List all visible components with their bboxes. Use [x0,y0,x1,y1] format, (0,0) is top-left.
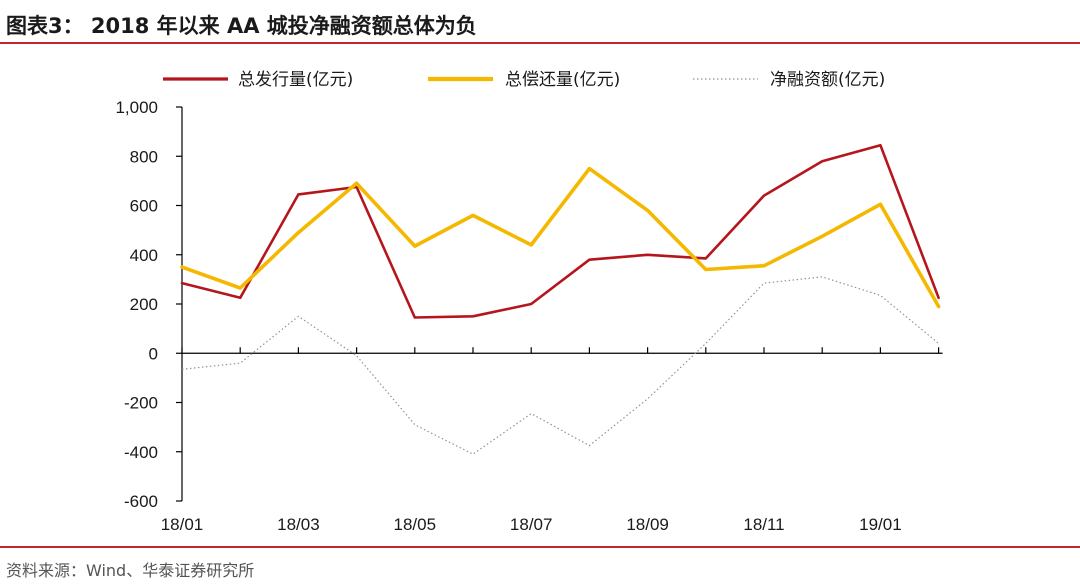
chart-series [182,145,939,454]
x-tick-label: 18/05 [394,515,437,534]
legend-item-net-financing: 净融资额(亿元) [693,70,885,90]
chart-legend: 总发行量(亿元) 总偿还量(亿元) 净融资额(亿元) [163,70,885,90]
legend-item-issuance: 总发行量(亿元) [163,70,353,90]
x-tick-label: 19/01 [859,515,902,534]
y-tick-label: 600 [130,197,158,216]
y-tick-label: 1,000 [115,98,158,117]
x-tick-label: 18/07 [510,515,553,534]
y-tick-label: 400 [130,246,158,265]
x-tick-label: 18/01 [161,515,204,534]
series-line-issuance [182,145,939,317]
header-divider [0,42,1080,44]
legend-label: 总发行量(亿元) [238,70,353,90]
legend-label: 总偿还量(亿元) [505,70,620,90]
line-chart: 总发行量(亿元) 总偿还量(亿元) 净融资额(亿元) 1,000 800 600 400 2… [0,50,1080,546]
x-tick-label: 18/09 [626,515,669,534]
figure-title: 图表3： 2018 年以来 AA 城投净融资额总体为负 [6,10,477,40]
y-tick-label: 0 [149,344,158,363]
y-tick-label: 800 [130,147,158,166]
y-tick-label: -200 [124,394,158,413]
source-note: 资料来源：Wind、华泰证券研究所 [6,557,254,581]
y-tick-label: -600 [124,492,158,511]
series-line-net-financing [182,277,939,454]
x-tick-label: 18/11 [743,515,784,534]
footer-divider [0,546,1080,548]
legend-item-repayment: 总偿还量(亿元) [428,70,620,90]
x-tick-label: 18/03 [277,515,320,534]
series-line-repayment [182,169,939,307]
y-tick-label: -400 [124,443,158,462]
legend-label: 净融资额(亿元) [770,70,885,90]
y-tick-label: 200 [130,295,158,314]
